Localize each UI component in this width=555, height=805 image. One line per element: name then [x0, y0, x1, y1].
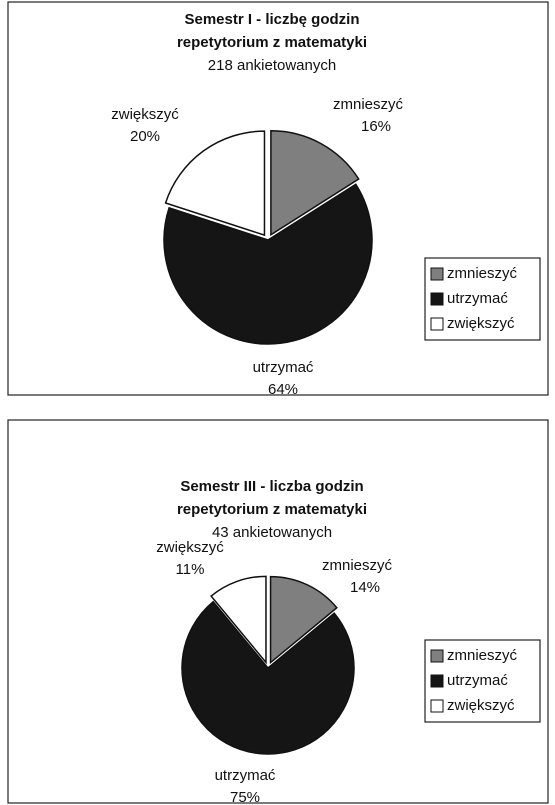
legend-swatch [430, 317, 444, 331]
pie-slice [270, 129, 360, 237]
slice-category: utrzymać [215, 767, 276, 784]
slice-category: utrzymać [253, 359, 314, 376]
legend-swatch [430, 699, 444, 713]
chart-title: Semestr III - liczba godzin [180, 478, 363, 495]
legend-swatch [430, 267, 444, 281]
legend-label: zmnieszyć [447, 265, 518, 282]
pie-slice [164, 130, 266, 237]
slice-label: 20% [130, 128, 160, 145]
chart-title: Semestr I - liczbę godzin [184, 11, 359, 28]
slice-label: 16% [361, 118, 391, 135]
slice-label: 64% [268, 381, 298, 398]
slice-category: zwiększyć [111, 106, 179, 123]
pie-slice [269, 575, 338, 665]
slice-category: zmnieszyć [322, 557, 393, 574]
legend-swatch [430, 674, 444, 688]
legend-label: utrzymać [447, 290, 508, 307]
legend-label: zmnieszyć [447, 647, 518, 664]
pie-slice [210, 575, 267, 665]
slice-category: zmnieszyć [333, 96, 404, 113]
legend-label: zwiększyć [447, 697, 515, 714]
chart-title: repetytorium z matematyki [177, 501, 367, 518]
slice-label: 75% [230, 789, 260, 805]
legend-swatch [430, 649, 444, 663]
chart-title: repetytorium z matematyki [177, 34, 367, 51]
legend-label: zwiększyć [447, 315, 515, 332]
legend-swatch [430, 292, 444, 306]
slice-label: 14% [350, 579, 380, 596]
chart-subtitle: 43 ankietowanych [212, 524, 332, 541]
pie-slice [163, 183, 373, 345]
legend-label: utrzymać [447, 672, 508, 689]
pie-slice [181, 600, 355, 755]
slice-category: zwiększyć [156, 539, 224, 556]
legend-frame [424, 257, 541, 341]
legend-frame [424, 639, 541, 723]
slice-label: 11% [176, 561, 205, 578]
chart-subtitle: 218 ankietowanych [208, 57, 336, 74]
